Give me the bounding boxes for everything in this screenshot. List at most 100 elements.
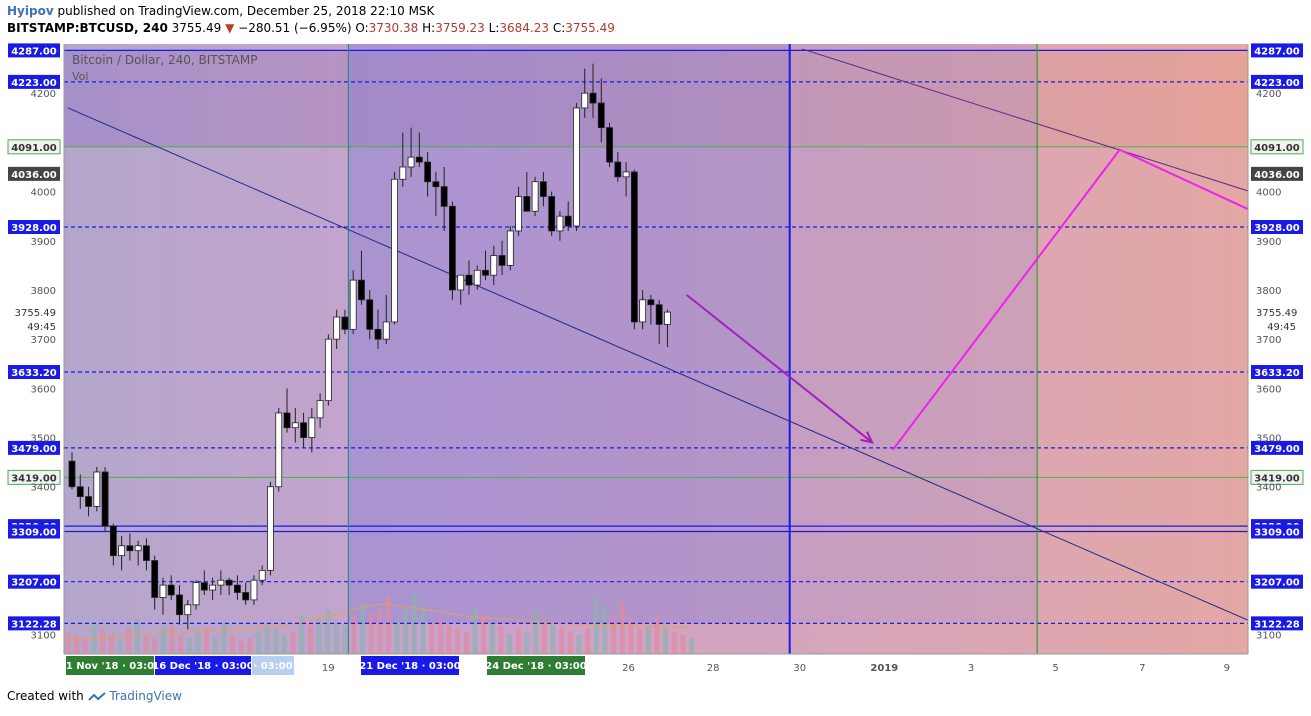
time-marker-label: 16 Dec '18 · 03:00 [152,661,254,672]
candle-body [573,107,580,227]
level-label-right-text: 3309.00 [1254,528,1300,539]
resistance-zone [64,50,1248,147]
candle-body [556,215,564,232]
candle-body [316,400,324,419]
level-label-right [1250,469,1304,485]
volume-bar [420,606,426,654]
level-label-left [8,220,60,234]
candle-body [664,311,671,325]
y-tick-label-left: 3600 [31,384,56,395]
level-label-left [8,440,60,455]
highlight-zone [348,44,790,624]
tradingview-logo-icon [87,691,106,701]
y-tick-label-right: 3500 [1256,434,1281,445]
volume-bar [195,631,201,654]
chart-title: Bitcoin / Dollar, 240, BITSTAMP [72,53,257,67]
volume-bar [342,625,348,654]
candle-body [440,186,448,207]
candle-body [358,279,365,301]
candle-body [531,181,539,212]
volume-bar [472,609,478,654]
y-tick-label-right: 3800 [1256,286,1281,297]
candle-body [407,156,415,168]
candle-body [490,255,498,276]
candle-body [242,592,250,601]
candle-body [176,594,183,616]
y-tick-label-left: 4200 [31,89,56,100]
volume-bar [316,619,322,654]
volume-bar [230,634,236,654]
volume-bar [463,631,469,654]
open-value: 3730.38 [368,21,419,35]
x-tick-label: 5 [1052,663,1058,674]
volume-bar [247,638,253,654]
candle-body [630,171,638,323]
tradingview-brand[interactable]: TradingView [109,689,182,703]
time-marker-label: 21 Dec '18 · 03:00 [359,661,461,672]
level-label-left-text: 3207.00 [11,578,57,589]
level-label-left [8,365,60,380]
candle-body [192,582,200,606]
y-tick-label-left: 4000 [31,188,56,199]
last-price: 3755.49 [171,21,222,35]
y-tick-label-right: 3700 [1256,335,1281,346]
footer: Created with TradingView [7,689,182,703]
volume-bar [351,615,357,654]
volume-bar [169,625,175,654]
down-arrow-icon: ▼ [225,21,235,35]
level-label-right-text: 3479.00 [1254,444,1300,455]
candle-body [457,274,465,291]
level-label-right-text: 3633.20 [1254,368,1300,379]
candle-body [233,584,241,593]
volume-bar [134,619,140,654]
candle-body [597,102,605,129]
volume-bar [533,609,539,654]
candle-body [184,604,192,616]
candle-body [134,545,142,552]
candle-body [267,486,274,571]
candle-body [399,166,407,180]
countdown-left: 49:45 [27,322,56,333]
volume-bar [359,603,365,654]
volume-bar [498,625,504,654]
level-label-left-text: 3479.00 [11,444,57,455]
projection-arrow [892,148,1248,451]
volume-average-line [68,603,692,641]
candle-body [85,496,92,507]
candle-body [291,422,299,429]
candle-body [258,569,266,581]
volume-bar [238,641,244,654]
author-name[interactable]: Hyipov [7,4,54,18]
candle-body [614,161,622,178]
candle-body [449,205,456,291]
candle-body [647,299,655,306]
level-label-left-text: 4036.00 [11,170,57,181]
volume-bar [126,628,132,654]
volume-bar [160,628,166,654]
volume-bar [654,615,660,654]
level-label-right-text: 4036.00 [1254,170,1300,181]
y-tick-label-left: 3100 [31,630,56,641]
level-label-left [7,469,61,485]
volume-bar [541,622,547,654]
volume-bar [143,634,149,654]
y-tick-label-right: 4000 [1256,188,1281,199]
level-label-left-text: 3122.28 [11,619,57,630]
volume-bar [282,634,288,654]
candle-body [126,545,134,552]
volume-bar [333,622,339,654]
level-label-right [1251,365,1303,380]
candle-body [498,255,506,266]
level-label-right-text: 4223.00 [1254,78,1300,89]
level-label-left [8,524,60,539]
symbol-label: BITSTAMP:BTCUSD, 240 [7,21,168,35]
published-info: published on TradingView.com, December 2… [57,4,435,18]
current-price-left: 3755.49 [15,308,56,319]
volume-bar [559,628,565,654]
x-tick-label: 28 [707,663,720,674]
candle-body [415,156,423,163]
low-value: 3684.23 [499,21,549,35]
volume-bar [524,631,530,654]
candle-body [581,92,589,109]
